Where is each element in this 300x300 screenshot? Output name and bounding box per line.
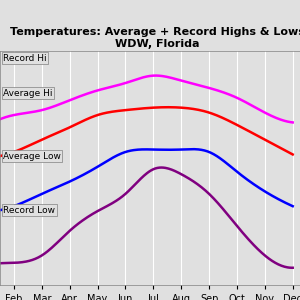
Record Hi (263, 111, 267, 115)
Average Hi (245, 128, 248, 132)
Record Low (290, 266, 293, 270)
Average Low (173, 148, 177, 152)
Text: Record Hi: Record Hi (3, 53, 47, 62)
Record Low (263, 254, 267, 257)
Line: Record Low: Record Low (0, 167, 293, 268)
Average Low (264, 190, 268, 194)
Record Hi (291, 121, 295, 124)
Record Low (244, 234, 247, 238)
Average Hi (169, 105, 172, 109)
Record Hi (168, 76, 171, 79)
Record Low (168, 167, 171, 171)
Record Hi (167, 75, 170, 79)
Record Hi (154, 74, 157, 77)
Average Hi (174, 106, 178, 109)
Text: Record Low: Record Low (3, 206, 55, 214)
Record Low (167, 167, 170, 170)
Average Low (190, 147, 194, 151)
Record Hi (173, 77, 177, 81)
Title: Temperatures: Average + Record Highs & Lows
WDW, Florida: Temperatures: Average + Record Highs & L… (10, 27, 300, 49)
Average Low (168, 148, 171, 152)
Average Hi (166, 105, 169, 109)
Record Low (173, 169, 177, 173)
Average Hi (264, 139, 268, 142)
Line: Record Hi: Record Hi (0, 76, 293, 128)
Record Low (160, 166, 163, 169)
Record Low (291, 266, 295, 270)
Record Hi (244, 100, 247, 104)
Line: Average Hi: Average Hi (0, 107, 293, 157)
Text: Average Low: Average Low (3, 152, 61, 161)
Line: Average Low: Average Low (0, 149, 293, 211)
Average Hi (291, 153, 295, 156)
Average Low (167, 148, 170, 152)
Average Low (291, 204, 295, 208)
Text: Average Hi: Average Hi (3, 88, 53, 98)
Average Low (245, 177, 248, 181)
Average Hi (168, 105, 171, 109)
